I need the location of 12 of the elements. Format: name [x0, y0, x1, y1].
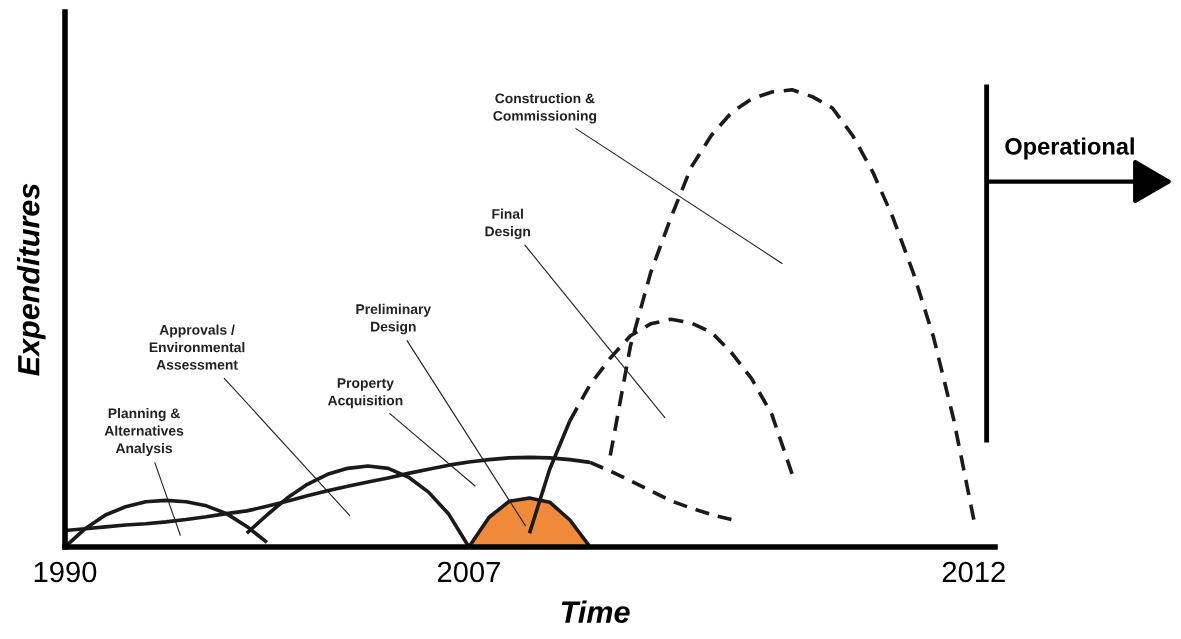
annotation: Final Design [485, 208, 530, 240]
annotation: Approvals / Environmental Assessment [149, 324, 245, 370]
x-tick-label: 2012 [942, 561, 1005, 583]
text: Operational [1005, 137, 1134, 160]
annotation: Property Acquisition [327, 378, 403, 409]
annotation: Preliminary Design [356, 303, 432, 335]
y-axis-title: Expenditures [17, 183, 46, 376]
x-axis-title: Time [561, 600, 630, 623]
annotation: Planning & Alternatives Analysis [104, 407, 184, 456]
annotation: Construction & Commissioning [493, 93, 597, 124]
x-tick-label: 1990 [34, 561, 97, 583]
x-tick-label: 2007 [437, 561, 500, 583]
